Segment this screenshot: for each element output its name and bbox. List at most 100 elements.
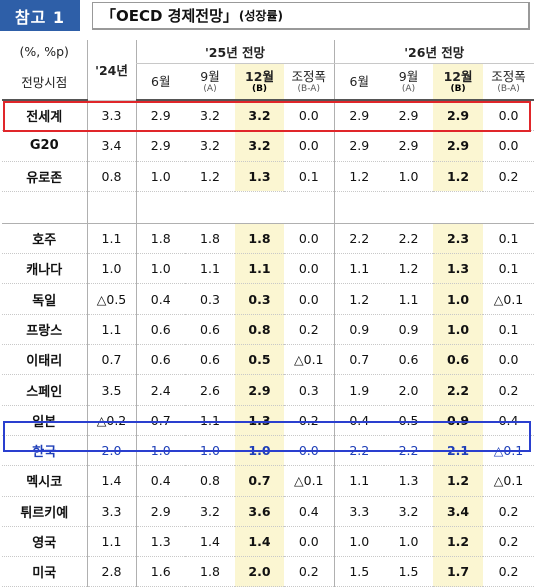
cell-2025-dec: 1.4 <box>235 526 284 558</box>
cell-2025-dec: 1.0 <box>235 435 284 467</box>
cell-2025-sep: 2.6 <box>185 374 235 406</box>
cell-2025-dec: 1.8 <box>235 223 284 255</box>
cell-2026-sep: 0.9 <box>384 314 434 346</box>
cell-2024: 1.0 <box>86 253 136 285</box>
table-row: 미국 2.8 1.6 1.8 2.0 0.2 1.5 1.5 1.7 0.2 <box>2 556 535 587</box>
cell-2025-adj: 0.4 <box>284 496 335 527</box>
cell-2025-sep: 1.1 <box>185 253 235 285</box>
cell-2024: △0.5 <box>86 283 136 315</box>
cell-2026-adj: △0.1 <box>483 435 535 467</box>
row-name: 캐나다 <box>2 253 87 285</box>
col-2026-sep: 9월 (A) <box>384 63 434 101</box>
cell-2025-sep: 0.6 <box>185 344 235 376</box>
cell-2025-jun: 2.9 <box>135 100 185 132</box>
cell-2026-sep: 1.0 <box>384 526 434 558</box>
cell-2024: 2.0 <box>86 435 136 467</box>
cell-2026-dec: 0.9 <box>433 405 484 436</box>
spacer-cell <box>86 191 136 224</box>
cell-2025-dec: 1.3 <box>235 161 284 192</box>
cell-2025-jun: 1.0 <box>135 253 185 285</box>
cell-2025-jun: 2.9 <box>135 130 185 162</box>
table-row: 프랑스 1.1 0.6 0.6 0.8 0.2 0.9 0.9 1.0 0.1 <box>2 314 535 346</box>
row-name: 영국 <box>2 526 87 558</box>
row-name: 튀르키예 <box>2 496 87 527</box>
cell-2025-adj: 0.0 <box>284 253 335 285</box>
cell-2024: 1.4 <box>86 465 136 497</box>
cell-2024: △0.2 <box>86 405 136 436</box>
cell-2026-jun: 1.1 <box>333 465 385 497</box>
cell-2025-adj: 0.2 <box>284 556 335 587</box>
cell-2026-jun: 1.2 <box>333 283 385 315</box>
cell-2026-adj: 0.0 <box>483 130 535 162</box>
cell-2025-adj: 0.0 <box>284 435 335 467</box>
growth-forecast-table: (%, %p) '24년 '25년 전망 '26년 전망 전망시점 6월 9월(… <box>2 40 535 587</box>
cell-2026-adj: 0.1 <box>483 314 535 346</box>
table-row: 스페인 3.5 2.4 2.6 2.9 0.3 1.9 2.0 2.2 0.2 <box>2 374 535 406</box>
cell-2026-adj: 0.1 <box>483 223 535 255</box>
table-row: 캐나다 1.0 1.0 1.1 1.1 0.0 1.1 1.2 1.3 0.1 <box>2 253 535 285</box>
cell-2024: 3.5 <box>86 374 136 406</box>
cell-2025-adj: 0.1 <box>284 161 335 192</box>
cell-2026-adj: △0.1 <box>483 465 535 497</box>
cell-2025-jun: 0.6 <box>135 314 185 346</box>
spacer-cell <box>185 191 235 224</box>
cell-2025-dec: 0.7 <box>235 465 284 497</box>
cell-2025-jun: 0.6 <box>135 344 185 376</box>
cell-2025-sep: 3.2 <box>185 496 235 527</box>
col-2025-sep: 9월 (A) <box>185 63 235 101</box>
title-subtitle: (성장률) <box>238 9 283 23</box>
cell-2025-sep: 0.3 <box>185 283 235 315</box>
cell-2025-sep: 1.2 <box>185 161 235 192</box>
cell-2025-sep: 0.8 <box>185 465 235 497</box>
cell-2026-jun: 1.0 <box>333 526 385 558</box>
cell-2026-adj: 0.2 <box>483 374 535 406</box>
cell-2026-adj: 0.1 <box>483 253 535 285</box>
row-name: 유로존 <box>2 161 87 192</box>
cell-2025-sep: 0.6 <box>185 314 235 346</box>
cell-2026-sep: 2.2 <box>384 435 434 467</box>
cell-2026-jun: 0.9 <box>333 314 385 346</box>
row-name: 일본 <box>2 405 87 436</box>
cell-2025-dec: 3.2 <box>235 130 284 162</box>
cell-2026-sep: 0.5 <box>384 405 434 436</box>
table-row: 한국 2.0 1.0 1.0 1.0 0.0 2.2 2.2 2.1 △0.1 <box>2 435 535 467</box>
spacer-cell <box>483 191 535 224</box>
cell-2026-dec: 2.3 <box>433 223 484 255</box>
row-label-header: 전망시점 <box>2 63 87 101</box>
cell-2026-sep: 0.6 <box>384 344 434 376</box>
spacer-cell <box>2 191 87 224</box>
spacer-cell <box>284 191 335 224</box>
table-row: 일본 △0.2 0.7 1.1 1.3 0.2 0.4 0.5 0.9 0.4 <box>2 405 535 436</box>
row-name: 미국 <box>2 556 87 587</box>
col-2026-jun: 6월 <box>333 63 385 101</box>
cell-2025-adj: 0.3 <box>284 374 335 406</box>
cell-2025-adj: 0.2 <box>284 314 335 346</box>
cell-2024: 3.3 <box>86 496 136 527</box>
cell-2025-sep: 1.0 <box>185 435 235 467</box>
cell-2025-adj: 0.0 <box>284 283 335 315</box>
table-row: 독일 △0.5 0.4 0.3 0.3 0.0 1.2 1.1 1.0 △0.1 <box>2 283 535 315</box>
cell-2024: 3.4 <box>86 130 136 162</box>
cell-2025-dec: 0.8 <box>235 314 284 346</box>
cell-2025-sep: 1.8 <box>185 556 235 587</box>
cell-2026-dec: 1.0 <box>433 314 484 346</box>
table-row: 호주 1.1 1.8 1.8 1.8 0.0 2.2 2.2 2.3 0.1 <box>2 223 535 255</box>
cell-2025-jun: 0.4 <box>135 465 185 497</box>
col-2025-adj: 조정폭 (B-A) <box>284 63 335 101</box>
cell-2026-sep: 3.2 <box>384 496 434 527</box>
cell-2025-jun: 1.8 <box>135 223 185 255</box>
table-row: 영국 1.1 1.3 1.4 1.4 0.0 1.0 1.0 1.2 0.2 <box>2 526 535 558</box>
group-spacer-row <box>2 191 535 224</box>
cell-2025-sep: 3.2 <box>185 100 235 132</box>
cell-2025-jun: 1.0 <box>135 161 185 192</box>
table-row: 멕시코 1.4 0.4 0.8 0.7 △0.1 1.1 1.3 1.2 △0.1 <box>2 465 535 497</box>
cell-2024: 1.1 <box>86 314 136 346</box>
cell-2026-sep: 1.3 <box>384 465 434 497</box>
cell-2025-adj: 0.0 <box>284 223 335 255</box>
cell-2025-jun: 2.9 <box>135 496 185 527</box>
cell-2026-sep: 2.0 <box>384 374 434 406</box>
cell-2025-jun: 1.6 <box>135 556 185 587</box>
cell-2026-dec: 2.2 <box>433 374 484 406</box>
row-name: 한국 <box>2 435 87 467</box>
row-name: 전세계 <box>2 100 87 132</box>
